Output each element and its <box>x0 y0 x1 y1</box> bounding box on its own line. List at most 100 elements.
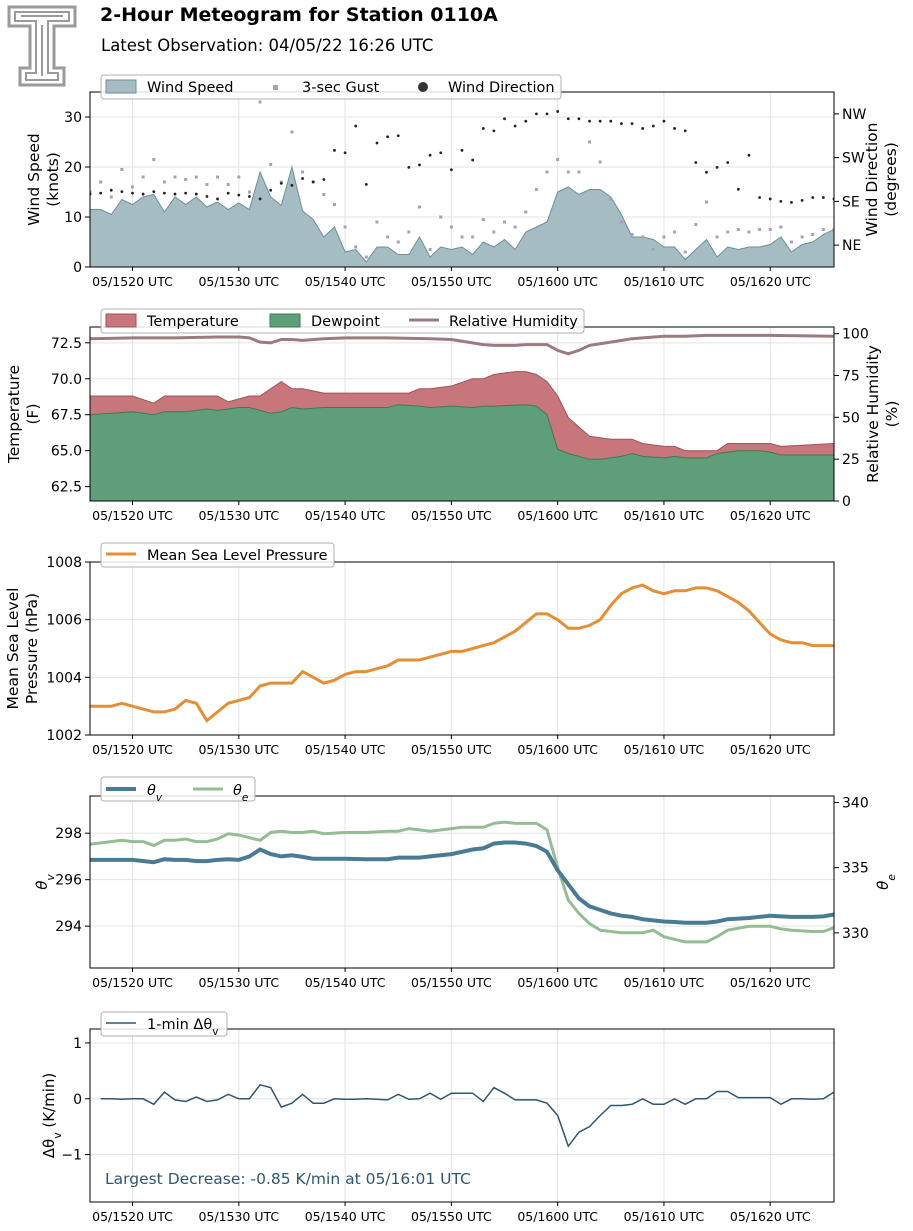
gust-marker <box>343 225 347 229</box>
legend-label: Wind Direction <box>448 80 555 96</box>
gust-marker <box>651 248 655 251</box>
legend-swatch-dewpoint <box>269 313 301 328</box>
gust-marker <box>683 250 687 254</box>
gust-marker <box>545 170 549 174</box>
legend-label: Mean Sea Level Pressure <box>147 548 328 564</box>
wind-direction-marker <box>163 191 166 195</box>
y-axis-label: Mean Sea Level <box>4 588 22 710</box>
wind-direction-marker <box>726 161 730 164</box>
wind-direction-marker <box>279 181 283 185</box>
gust-marker <box>460 235 464 239</box>
y2-tick-label: NW <box>842 107 866 123</box>
wind-direction-marker <box>694 161 698 164</box>
gust-marker <box>131 185 135 189</box>
y-axis-label: Temperature <box>5 365 23 464</box>
x-tick-label: 05/1550 UTC <box>411 1209 492 1224</box>
gust-marker <box>471 235 475 239</box>
legend-frame <box>100 1011 228 1037</box>
wind-direction-marker <box>821 196 825 199</box>
gust-marker <box>588 140 592 144</box>
y2-tick-label: SW <box>842 151 865 167</box>
x-tick-label: 05/1600 UTC <box>517 274 598 289</box>
wind-direction-marker <box>216 197 219 201</box>
wind-direction-marker <box>386 135 389 139</box>
wind-direction-marker <box>535 112 538 116</box>
y2-tick-label: NE <box>842 238 861 254</box>
wind-direction-marker <box>375 141 379 145</box>
x-tick-label: 05/1610 UTC <box>624 975 705 990</box>
wind-direction-marker <box>439 151 443 155</box>
wind-direction-marker <box>715 165 719 169</box>
legend-pressure: Mean Sea Level Pressure <box>100 542 335 568</box>
wind-direction-marker <box>460 148 464 152</box>
x-tick-label: 05/1620 UTC <box>730 274 811 289</box>
wind-direction-marker <box>641 127 645 130</box>
y-tick-label: 1 <box>73 1036 82 1052</box>
theta-e-line <box>90 820 834 944</box>
gust-marker <box>290 130 294 134</box>
x-tick-label: 05/1600 UTC <box>517 742 598 757</box>
gust-marker <box>332 203 336 206</box>
wind-direction-marker <box>630 122 634 125</box>
x-tick-label: 05/1520 UTC <box>92 274 173 289</box>
wind-direction-marker <box>237 193 241 197</box>
gust-marker <box>736 228 740 231</box>
legend-label: 3-sec Gust <box>302 80 379 96</box>
y2-axis-label: Wind Direction <box>863 123 881 237</box>
wind-direction-marker <box>301 177 304 180</box>
wind-direction-marker <box>354 124 358 128</box>
gust-marker <box>800 235 804 239</box>
y-tick-label: 10 <box>64 210 82 226</box>
gust-marker <box>322 193 326 196</box>
wind-direction-marker <box>588 119 591 123</box>
wind-direction-marker <box>662 119 666 123</box>
texas-tech-logo <box>6 4 78 88</box>
gust-marker <box>577 170 581 174</box>
x-tick-label: 05/1530 UTC <box>198 742 279 757</box>
legend-delta-theta: 1-min Δθv <box>100 1011 228 1038</box>
wind-direction-marker <box>673 127 676 130</box>
panel-1: 0 10 20 30 NE SE SW NW 05/1520 UTC 05/1530 UTC 05/… <box>25 91 900 289</box>
legend-label: Relative Humidity <box>449 314 578 330</box>
wind-direction-marker <box>184 191 188 195</box>
x-tick-label: 05/1620 UTC <box>730 975 811 990</box>
wind-direction-marker <box>109 188 113 192</box>
gust-marker <box>237 175 241 179</box>
legend-temperature: Temperature Dewpoint Relative Humidity <box>100 308 585 334</box>
wind-direction-marker <box>418 163 421 167</box>
x-tick-label: 05/1600 UTC <box>517 1209 598 1224</box>
gust-marker <box>726 230 730 234</box>
x-tick-label: 05/1530 UTC <box>198 1209 279 1224</box>
gust-marker <box>205 183 209 186</box>
wind-direction-marker <box>800 199 804 202</box>
legend-frame <box>100 308 585 334</box>
gust-marker <box>449 225 453 229</box>
x-tick-label: 05/1530 UTC <box>198 508 279 523</box>
gust-marker <box>641 235 645 239</box>
gust-marker <box>492 230 496 234</box>
gust-marker <box>194 175 198 179</box>
gust-marker <box>375 220 379 224</box>
gust-marker <box>120 168 124 171</box>
gust-marker <box>598 160 602 164</box>
wind-direction-marker <box>258 197 262 201</box>
wind-direction-marker <box>651 124 655 128</box>
legend-frame <box>100 776 256 802</box>
gust-marker <box>141 175 145 179</box>
panel-4: 294 296 298 330 335 340 05/1520 UTC 05/1530 UTC… <box>33 795 898 990</box>
wind-direction-marker <box>333 148 336 152</box>
wind-direction-marker <box>141 192 145 196</box>
x-tick-label: 05/1610 UTC <box>624 508 705 523</box>
gust-marker <box>768 228 772 231</box>
x-tick-label: 05/1620 UTC <box>730 742 811 757</box>
wind-direction-marker <box>747 153 751 157</box>
x-tick-label: 05/1610 UTC <box>624 1209 705 1224</box>
legend-label: 1-min Δθv <box>147 1017 218 1038</box>
wind-direction-marker <box>449 168 453 172</box>
wind-direction-marker <box>503 117 506 121</box>
gust-marker <box>513 225 517 229</box>
wind-direction-marker <box>513 124 517 128</box>
x-tick-label: 05/1540 UTC <box>305 274 386 289</box>
wind-direction-marker <box>269 188 273 192</box>
gust-marker <box>662 235 666 239</box>
